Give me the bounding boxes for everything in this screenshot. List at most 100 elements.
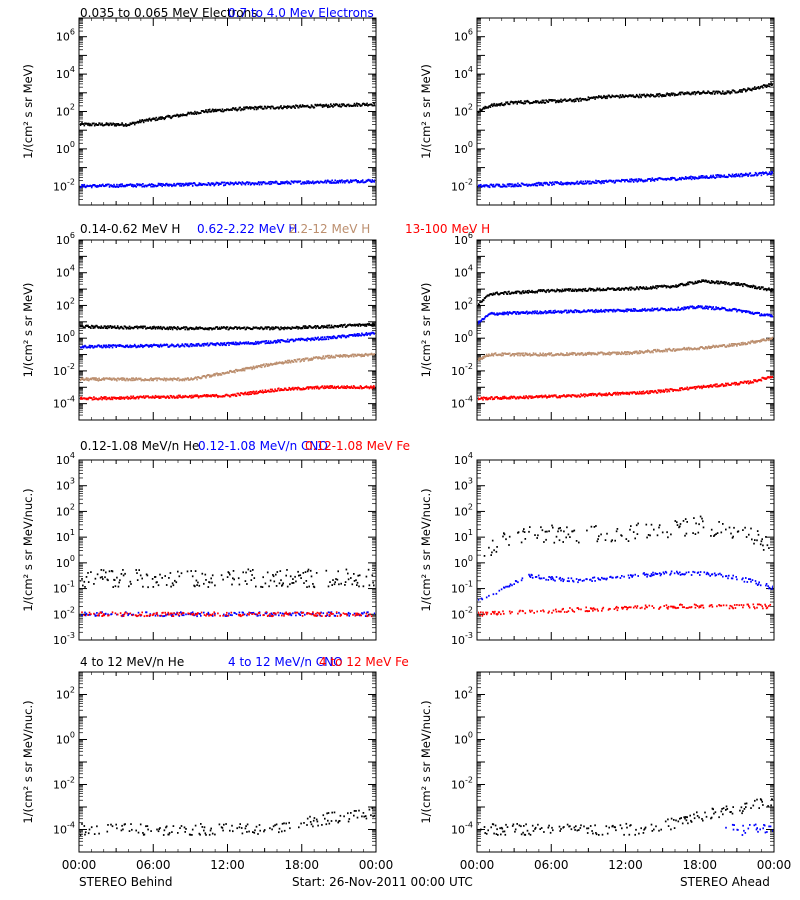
data-point [679,91,681,94]
data-point [759,314,761,317]
data-point [534,310,536,313]
data-point [615,309,618,312]
data-point [688,306,691,309]
data-point [351,334,354,336]
data-point [90,186,93,189]
data-point [330,180,332,183]
data-point [687,177,690,180]
data-point [115,346,117,348]
data-point [556,100,558,103]
data-point [748,310,750,313]
data-point [91,398,94,401]
data-point [635,287,637,290]
data-point [569,288,572,291]
data-point [588,98,590,101]
data-point [180,185,183,187]
data-point [324,336,326,339]
data-point [255,392,257,395]
data-point [321,104,323,107]
data-point [240,109,242,112]
data-point [733,282,736,284]
data-point [278,339,281,342]
data-point [98,344,100,347]
data-point [604,97,607,100]
data-point [482,184,485,187]
data-point [681,283,684,286]
data-point [332,106,334,108]
data-point [759,172,762,174]
data-point [217,396,219,399]
data-point [493,312,495,315]
data-point [255,340,257,343]
data-point [338,356,341,358]
data-point [740,89,743,91]
data-point [86,122,88,125]
data-point [744,88,746,91]
data-point [209,394,212,397]
data-point [630,288,632,291]
data-point [561,288,564,291]
data-point [222,181,224,184]
data-point [523,291,526,294]
y-tick-label: 102 [56,103,75,119]
data-point [369,353,371,356]
data-point [118,345,120,347]
data-point [156,326,158,329]
data-point [195,395,198,398]
y-axis-label: 1/(cm² s sr MeV) [21,64,35,159]
data-point [371,387,374,390]
data-point [702,280,704,282]
data-points [478,82,773,189]
data-point [575,290,578,293]
data-point [550,182,553,184]
data-point [157,395,160,398]
data-point [200,182,202,185]
data-point [697,305,700,307]
data-point [560,183,563,186]
data-point [275,341,277,344]
data-point [160,118,163,120]
data-point [104,397,106,400]
data-point [586,181,588,184]
data-point [149,184,152,186]
data-point [120,325,123,328]
data-point [353,386,356,388]
data-point [676,286,678,288]
data-point [159,184,162,187]
data-point [164,378,166,380]
data-point [648,308,651,311]
data-point [531,102,534,104]
data-point [172,184,175,187]
data-point [664,285,667,287]
data-point [357,325,359,327]
data-point [742,89,744,91]
data-point [130,395,132,398]
data-point [673,177,676,180]
data-point [536,184,538,187]
data-point [206,184,209,186]
data-point [577,98,579,101]
data-point [325,338,328,340]
data-point [252,182,255,185]
data-point [317,336,319,339]
data-point [344,336,347,339]
data-point [180,182,182,185]
data-point [249,106,251,108]
data-point [560,181,562,183]
data-point [344,386,347,388]
data-point [685,92,688,95]
data-point [749,172,752,175]
data-point [214,344,217,347]
data-point [223,395,226,398]
data-point [102,344,105,347]
data-point [261,389,264,392]
data-point [125,327,128,330]
data-point [335,181,338,183]
data-point [739,89,741,91]
data-point [356,323,359,326]
data-point [353,355,355,358]
data-point [252,366,254,369]
data-point [130,346,132,349]
data-point [369,103,371,106]
data-point [272,105,274,108]
